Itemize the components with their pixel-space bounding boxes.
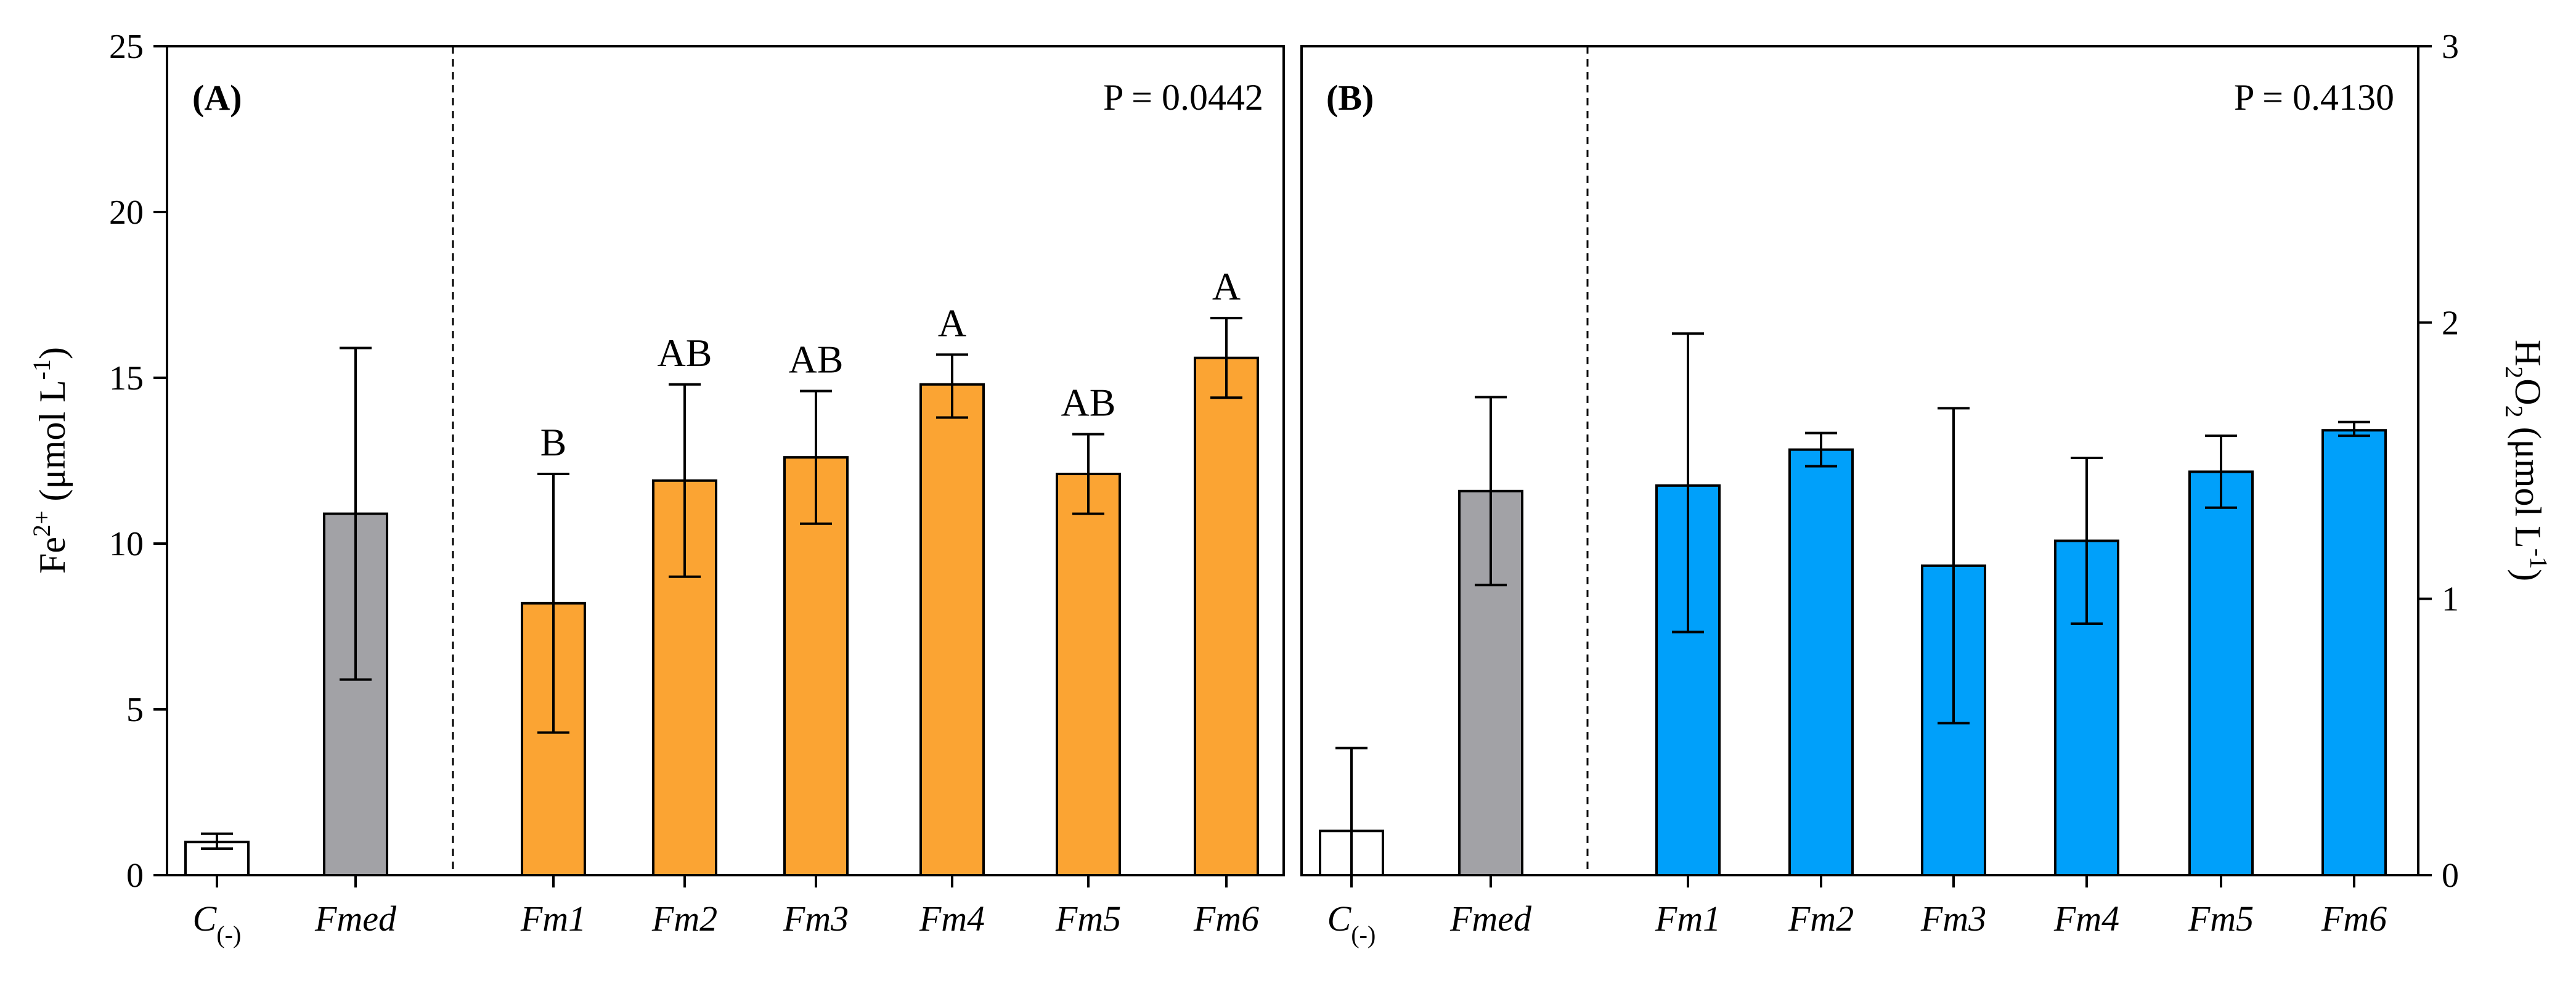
panel-a-y-tick-label: 0 (126, 857, 144, 895)
panel-b-bar (2321, 429, 2387, 876)
panel-a-significance-letter: AB (658, 331, 712, 375)
panel-b-bars (1319, 332, 2387, 877)
panel-b-y-tick-label: 2 (2442, 304, 2459, 342)
panel-a-x-tick-label: Fm5 (1055, 899, 1121, 939)
panel-a-significance-letter: B (540, 420, 567, 464)
panel-b-x-tick-label: Fm4 (2053, 899, 2119, 939)
panel-a-significance-letter: A (1212, 264, 1241, 308)
panel-a-bar (1056, 473, 1121, 876)
panel-a-significance-letter: AB (1061, 380, 1116, 424)
panel-b-x-tick-label: Fm6 (2321, 899, 2387, 939)
panel-b-y-axis-title: H2O2 (μmol L-1) (2500, 340, 2553, 581)
panel-a-bar (783, 456, 849, 876)
panel-b-x-tick-label: Fm3 (1920, 899, 1986, 939)
panel-a-y-axis-title: Fe2+ (μmol L-1) (28, 347, 73, 574)
panel-a-y-tick-label: 10 (109, 525, 144, 563)
panel-a-y-tick-label: 15 (109, 359, 144, 398)
panel-a-label: (A) (192, 78, 242, 118)
panel-b-p-value: P = 0.4130 (2234, 77, 2394, 118)
panel-a-significance-letter: AB (789, 338, 844, 381)
panel-b-x-tick-label: Fm1 (1655, 899, 1721, 939)
panel-a-x-tick-label: C(-) (193, 899, 242, 948)
panel-a-y-tick-label: 25 (109, 28, 144, 66)
panel-b-label: (B) (1326, 78, 1374, 118)
panel-a-x-tick-label: Fm4 (919, 899, 985, 939)
panel-a-y-tick-label: 5 (126, 691, 144, 729)
panel-a: (A) P = 0.0442 B AB AB A AB A 0 5 10 15 20 25 C(-)… (28, 28, 1285, 948)
panel-b-x-tick-label: C(-) (1327, 899, 1376, 948)
panel-a-x-tick-label: Fm2 (651, 899, 717, 939)
panel-b-bar (2188, 470, 2254, 876)
panel-a-y-axis: 0 5 10 15 20 25 (109, 28, 167, 895)
panel-b-y-tick-label: 3 (2442, 28, 2459, 66)
panel-b-frame (1300, 45, 2419, 876)
panel-b-x-axis: C(-) Fmed Fm1 Fm2 Fm3 Fm4 Fm5 Fm6 (1327, 875, 2387, 948)
panel-a-x-tick-label: Fmed (314, 899, 397, 939)
panel-b-x-tick-label: Fmed (1449, 899, 1532, 939)
panel-a-x-tick-label: Fm3 (783, 899, 849, 939)
panel-a-frame (166, 45, 1285, 876)
panel-a-bar (1194, 356, 1259, 876)
panel-b: (B) P = 0.4130 0 1 2 3 C(-) Fmed Fm1 Fm2 Fm3 Fm4… (1300, 28, 2553, 948)
panel-a-bars: B AB AB A AB A (184, 264, 1259, 877)
panel-a-p-value: P = 0.0442 (1103, 77, 1263, 118)
panel-b-x-tick-label: Fm5 (2188, 899, 2254, 939)
panel-a-x-tick-label: Fm6 (1193, 899, 1259, 939)
panel-b-bar (1788, 448, 1854, 876)
panel-b-x-tick-label: Fm2 (1788, 899, 1854, 939)
panel-a-significance-letter: A (938, 301, 966, 345)
panel-a-y-tick-label: 20 (109, 194, 144, 232)
panel-a-x-axis: C(-) Fmed Fm1 Fm2 Fm3 Fm4 Fm5 Fm6 (193, 875, 1259, 948)
panel-a-bar (919, 383, 985, 876)
panel-b-y-axis: 0 1 2 3 (2418, 28, 2459, 895)
panel-b-y-tick-label: 1 (2442, 581, 2459, 619)
panel-b-y-tick-label: 0 (2442, 857, 2459, 895)
panel-a-x-tick-label: Fm1 (520, 899, 586, 939)
